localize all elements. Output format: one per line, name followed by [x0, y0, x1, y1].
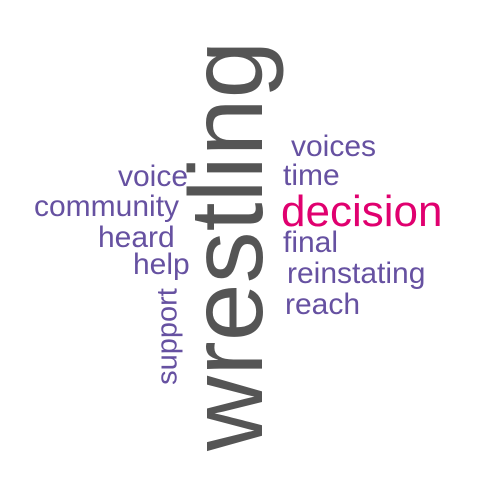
- word-voices: voices: [291, 130, 377, 163]
- word-reach: reach: [285, 288, 361, 321]
- word-wrestling: wrestling: [169, 40, 285, 451]
- word-heard: heard: [98, 221, 175, 254]
- word-decision: decision: [281, 187, 443, 236]
- word-reinstating: reinstating: [287, 257, 426, 290]
- word-final: final: [283, 226, 339, 259]
- word-voice: voice: [118, 160, 189, 193]
- word-help: help: [133, 248, 190, 281]
- word-time: time: [283, 159, 340, 192]
- word-community: community: [34, 190, 180, 223]
- word-support: support: [151, 288, 184, 385]
